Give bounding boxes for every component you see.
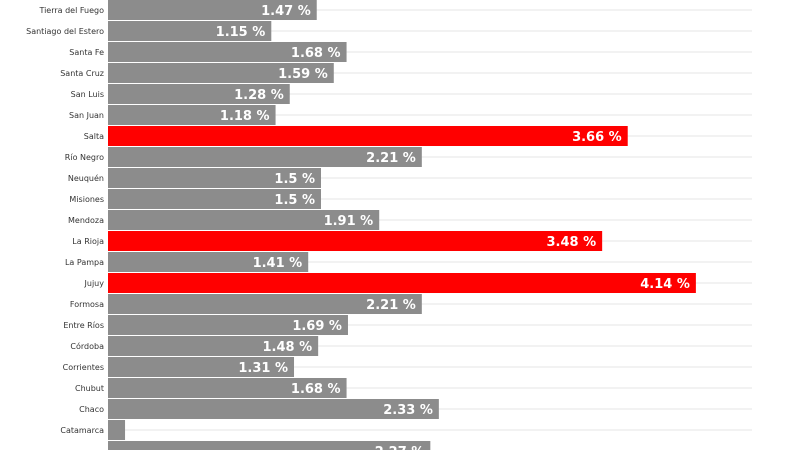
value-label: 4.14 % bbox=[640, 277, 690, 292]
category-label: Río Negro bbox=[65, 153, 104, 162]
value-label: 1.48 % bbox=[263, 340, 313, 355]
category-label: Corrientes bbox=[63, 363, 104, 372]
category-label: Misiones bbox=[69, 195, 104, 204]
value-label: 2.27 % bbox=[375, 445, 425, 450]
bar bbox=[108, 84, 290, 104]
value-label: 1.31 % bbox=[238, 361, 288, 376]
category-label: Santa Cruz bbox=[60, 69, 104, 78]
bar bbox=[108, 63, 334, 83]
category-label: La Pampa bbox=[65, 258, 104, 267]
category-label: Chubut bbox=[75, 384, 104, 393]
category-label: Neuquén bbox=[68, 173, 104, 183]
value-label: 1.15 % bbox=[216, 25, 266, 40]
category-label: Santa Fe bbox=[69, 48, 104, 57]
bar bbox=[108, 315, 348, 335]
value-label: 1.28 % bbox=[234, 88, 284, 103]
bar bbox=[108, 357, 295, 377]
category-label: Entre Ríos bbox=[63, 321, 104, 330]
value-label: 1.91 % bbox=[324, 214, 374, 229]
category-label: Córdoba bbox=[70, 341, 104, 351]
value-label: 2.21 % bbox=[366, 151, 416, 166]
category-label: San Juan bbox=[69, 111, 104, 120]
category-label: Santiago del Estero bbox=[26, 27, 104, 36]
bar bbox=[108, 0, 317, 20]
value-label: 1.47 % bbox=[261, 4, 311, 19]
category-label: Salta bbox=[84, 132, 104, 141]
value-label: 1.5 % bbox=[274, 193, 315, 208]
category-label: Catamarca bbox=[60, 426, 104, 435]
bar bbox=[108, 294, 422, 314]
bar bbox=[108, 252, 309, 272]
category-label: La Rioja bbox=[72, 237, 104, 246]
category-label: Formosa bbox=[70, 300, 104, 309]
value-label: 1.68 % bbox=[291, 46, 341, 61]
value-label: 2.21 % bbox=[366, 298, 416, 313]
bar bbox=[108, 189, 321, 209]
category-label: Tierra del Fuego bbox=[38, 6, 104, 15]
bar bbox=[108, 42, 347, 62]
category-label: Chaco bbox=[79, 405, 104, 414]
value-label: 1.18 % bbox=[220, 109, 270, 124]
bar bbox=[108, 21, 272, 41]
category-label: San Luis bbox=[71, 90, 104, 99]
value-label: 3.48 % bbox=[547, 235, 597, 250]
value-label: 1.59 % bbox=[278, 67, 328, 82]
bar bbox=[108, 210, 380, 230]
bar bbox=[108, 105, 276, 125]
bar bbox=[108, 126, 628, 146]
bar bbox=[108, 420, 126, 440]
value-label: 1.68 % bbox=[291, 382, 341, 397]
bar bbox=[108, 378, 347, 398]
category-label: Mendoza bbox=[68, 216, 104, 225]
bar bbox=[108, 147, 422, 167]
value-label: 3.66 % bbox=[572, 130, 622, 145]
bar bbox=[108, 273, 696, 293]
value-label: 1.69 % bbox=[292, 319, 342, 334]
bar bbox=[108, 399, 439, 419]
category-label: Jujuy bbox=[84, 279, 105, 288]
bar bbox=[108, 336, 319, 356]
bar bbox=[108, 441, 431, 450]
value-label: 1.41 % bbox=[253, 256, 303, 271]
bar bbox=[108, 168, 321, 188]
value-label: 2.33 % bbox=[383, 403, 433, 418]
bar bbox=[108, 231, 603, 251]
value-label: 1.5 % bbox=[274, 172, 315, 187]
